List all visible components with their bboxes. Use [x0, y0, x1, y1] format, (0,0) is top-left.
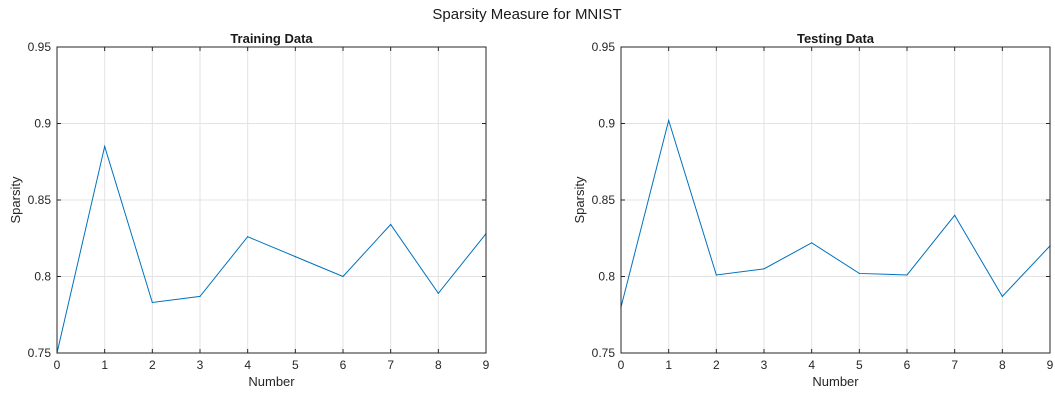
testing-x-tick-label: 4 — [808, 358, 815, 372]
testing-x-tick-label: 3 — [761, 358, 768, 372]
testing-x-tick-label: 9 — [1047, 358, 1054, 372]
testing-x-tick-label: 7 — [951, 358, 958, 372]
training-data-point — [294, 256, 296, 258]
training-y-tick-label: 0.75 — [28, 346, 52, 360]
testing-x-tick-label: 0 — [618, 358, 625, 372]
testing-x-tick-label: 5 — [856, 358, 863, 372]
testing-y-tick-label: 0.85 — [592, 193, 616, 207]
testing-x-tick-label: 2 — [713, 358, 720, 372]
training-series-line — [56, 144, 487, 354]
testing-data-chart: 0 1 2 3 4 5 6 7 8 9 0.75 0.8 0.85 0.9 0.95 Testing Data… — [572, 31, 1054, 389]
testing-x-axis-label: Number — [812, 374, 859, 389]
testing-series-line — [620, 118, 1051, 308]
training-data-point — [104, 145, 106, 148]
testing-data-point — [954, 214, 956, 216]
testing-y-tick-label: 0.9 — [598, 117, 615, 131]
training-y-tick-label: 0.95 — [28, 40, 52, 54]
training-y-axis-label: Sparsity — [8, 176, 23, 223]
training-data-point — [437, 292, 439, 294]
testing-y-tick-label: 0.95 — [592, 40, 616, 54]
training-data-point — [390, 223, 392, 226]
training-y-tick-label: 0.85 — [28, 193, 52, 207]
testing-y-tick-label: 0.8 — [598, 270, 615, 284]
training-data-chart: 0 1 2 3 4 5 6 7 8 9 0.75 0.8 0.85 0.9 0.95 Training Dat… — [8, 31, 490, 389]
training-data-point — [342, 275, 344, 278]
testing-data-point — [811, 242, 813, 244]
testing-x-tick-label: 1 — [665, 358, 672, 372]
testing-y-axis-label: Sparsity — [572, 176, 587, 223]
training-y-tick-label: 0.8 — [34, 270, 51, 284]
training-x-tick-label: 5 — [292, 358, 299, 372]
figure-title: Sparsity Measure for MNIST — [432, 6, 621, 23]
testing-data-point — [906, 274, 908, 276]
training-chart-title: Training Data — [230, 31, 313, 46]
testing-data-point — [763, 268, 765, 270]
training-data-point — [247, 236, 249, 238]
training-x-tick-label: 4 — [244, 358, 251, 372]
training-x-tick-label: 7 — [387, 358, 394, 372]
training-x-tick-label: 9 — [483, 358, 490, 372]
training-x-tick-label: 8 — [435, 358, 442, 372]
training-y-tick-label: 0.9 — [34, 117, 51, 131]
testing-data-point — [668, 119, 670, 122]
training-x-tick-label: 1 — [101, 358, 108, 372]
training-x-tick-label: 6 — [340, 358, 347, 372]
training-x-tick-label: 3 — [197, 358, 204, 372]
training-data-point — [151, 301, 153, 304]
testing-data-point — [1001, 295, 1003, 297]
testing-chart-title: Testing Data — [797, 31, 875, 46]
testing-x-tick-label: 6 — [904, 358, 911, 372]
testing-y-tick-label: 0.75 — [592, 346, 616, 360]
testing-data-point — [715, 274, 717, 276]
testing-x-tick-label: 8 — [999, 358, 1006, 372]
training-x-tick-label: 0 — [54, 358, 61, 372]
testing-data-point — [858, 272, 860, 275]
training-x-tick-label: 2 — [149, 358, 156, 372]
training-data-point — [199, 295, 201, 297]
training-x-axis-label: Number — [248, 374, 295, 389]
